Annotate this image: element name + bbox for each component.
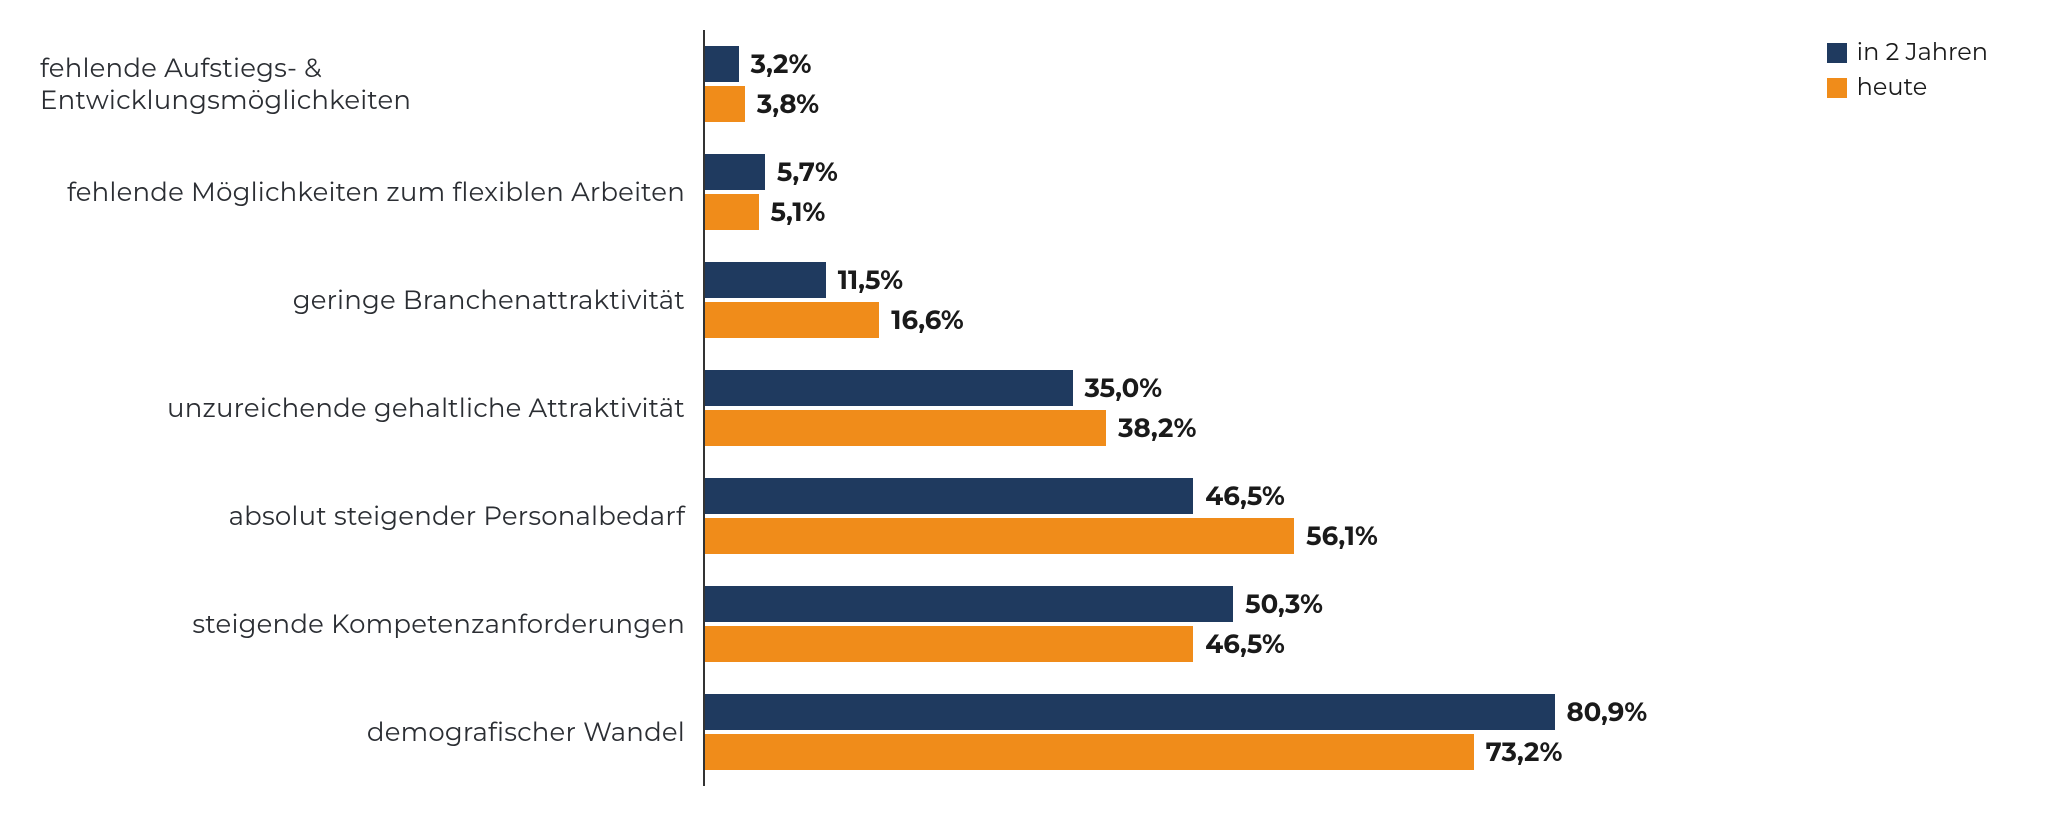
- bar-in2years: [705, 154, 765, 190]
- bar-row: 46,5% 56,1%: [705, 462, 2008, 570]
- legend-item-in2years: in 2 Jahren: [1827, 38, 1988, 67]
- bar-value: 56,1%: [1306, 520, 1378, 552]
- legend: in 2 Jahren heute: [1827, 38, 1988, 108]
- category-label: unzureichende gehaltliche Attraktivität: [40, 354, 703, 462]
- bar-row: 50,3% 46,5%: [705, 570, 2008, 678]
- bar-row: 5,7% 5,1%: [705, 138, 2008, 246]
- category-label: steigende Kompetenzanforderungen: [40, 570, 703, 678]
- bar-row: 11,5% 16,6%: [705, 246, 2008, 354]
- bar-in2years: [705, 46, 739, 82]
- bar-value: 16,6%: [891, 304, 963, 336]
- category-label: fehlende Möglichkeiten zum flexiblen Arb…: [40, 138, 703, 246]
- bar-value: 5,7%: [777, 156, 838, 188]
- bar-row: 80,9% 73,2%: [705, 678, 2008, 786]
- bar-value: 80,9%: [1567, 696, 1648, 728]
- bar-value: 3,2%: [751, 48, 812, 80]
- legend-label: in 2 Jahren: [1857, 38, 1988, 67]
- bar-today: [705, 734, 1474, 770]
- category-label: demografischer Wandel: [40, 678, 703, 786]
- bar-today: [705, 86, 745, 122]
- bar-value: 3,8%: [757, 88, 819, 120]
- category-label: absolut steigender Personalbedarf: [40, 462, 703, 570]
- bar-in2years: [705, 262, 826, 298]
- grouped-horizontal-bar-chart: fehlende Aufstiegs- & Entwicklungsmöglic…: [40, 30, 2008, 786]
- bar-value: 73,2%: [1486, 736, 1563, 768]
- legend-item-today: heute: [1827, 73, 1988, 102]
- category-label: fehlende Aufstiegs- & Entwicklungsmöglic…: [40, 30, 703, 138]
- bars-column: in 2 Jahren heute 3,2% 3,8% 5,7% 5,1% 11…: [705, 30, 2008, 786]
- bar-today: [705, 194, 759, 230]
- bar-in2years: [705, 694, 1555, 730]
- legend-label: heute: [1857, 73, 1928, 102]
- category-labels-column: fehlende Aufstiegs- & Entwicklungsmöglic…: [40, 30, 705, 786]
- bar-in2years: [705, 586, 1233, 622]
- bar-value: 46,5%: [1205, 628, 1285, 660]
- bar-value: 38,2%: [1118, 412, 1196, 444]
- bar-value: 50,3%: [1245, 588, 1323, 620]
- bar-in2years: [705, 370, 1073, 406]
- legend-swatch-today: [1827, 78, 1847, 98]
- bar-value: 46,5%: [1205, 480, 1285, 512]
- bar-in2years: [705, 478, 1193, 514]
- bar-value: 35,0%: [1085, 372, 1163, 404]
- bar-row: 35,0% 38,2%: [705, 354, 2008, 462]
- bar-today: [705, 626, 1193, 662]
- legend-swatch-in2years: [1827, 43, 1847, 63]
- bar-today: [705, 518, 1294, 554]
- bar-today: [705, 302, 879, 338]
- category-label: geringe Branchenattraktivität: [40, 246, 703, 354]
- bar-row: 3,2% 3,8%: [705, 30, 2008, 138]
- bar-value: 5,1%: [771, 196, 826, 228]
- bar-today: [705, 410, 1106, 446]
- bar-value: 11,5%: [838, 264, 903, 296]
